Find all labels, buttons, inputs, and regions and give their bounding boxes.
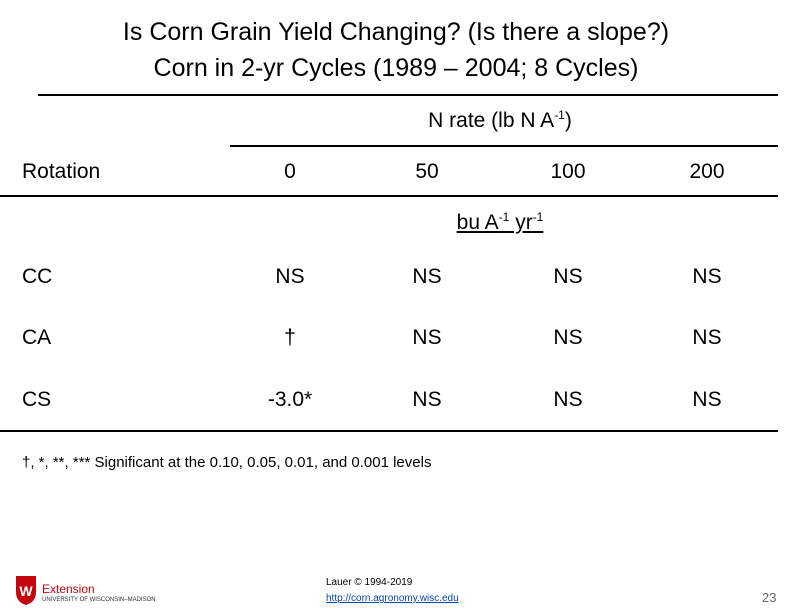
cell: NS: [412, 265, 442, 288]
logo-crest: W: [16, 576, 36, 605]
rule: [0, 195, 778, 197]
units-text: yr: [509, 211, 533, 234]
cell: NS: [692, 326, 722, 349]
row-label: CC: [22, 265, 53, 288]
superscript: -1: [498, 210, 510, 224]
cell: †: [284, 326, 296, 349]
units-text: bu A: [456, 211, 499, 234]
row-label: CS: [22, 388, 52, 411]
rule: [230, 145, 778, 147]
superscript: -1: [532, 210, 544, 224]
url-link[interactable]: http://corn.agronomy.wisc.edu: [326, 593, 459, 604]
column-header: 50: [415, 160, 439, 183]
row-label: CA: [22, 326, 52, 349]
footnote: †, *, **, *** Significant at the 0.10, 0…: [22, 454, 432, 471]
group-header-text: N rate (lb N A: [428, 109, 555, 132]
logo-subtitle: UNIVERSITY OF WISCONSIN–MADISON: [42, 597, 156, 603]
rule: [38, 94, 778, 96]
cell: NS: [553, 388, 583, 411]
units: bu A-1 yr-1: [457, 210, 544, 235]
group-header: N rate (lb N A-1): [428, 108, 572, 133]
row-header: Rotation: [22, 160, 101, 183]
cell: NS: [412, 326, 442, 349]
cell: NS: [275, 265, 305, 288]
cell: NS: [692, 388, 722, 411]
superscript: -1: [554, 108, 565, 122]
column-header: 200: [689, 160, 725, 183]
cell: NS: [553, 326, 583, 349]
page-number: 23: [762, 590, 777, 605]
cell: NS: [692, 265, 722, 288]
title: Is Corn Grain Yield Changing? (Is there …: [122, 18, 670, 46]
group-header-close: ): [564, 109, 572, 132]
credit: Lauer © 1994-2019: [326, 577, 413, 588]
cell: NS: [412, 388, 442, 411]
logo-title: Extension: [42, 582, 95, 596]
rule: [0, 430, 778, 432]
column-header: 0: [284, 160, 296, 183]
column-header: 100: [550, 160, 586, 183]
cell: -3.0*: [267, 388, 313, 411]
svg-text:W: W: [19, 583, 33, 599]
cell: NS: [553, 265, 583, 288]
title: Corn in 2-yr Cycles (1989 – 2004; 8 Cycl…: [153, 54, 639, 82]
